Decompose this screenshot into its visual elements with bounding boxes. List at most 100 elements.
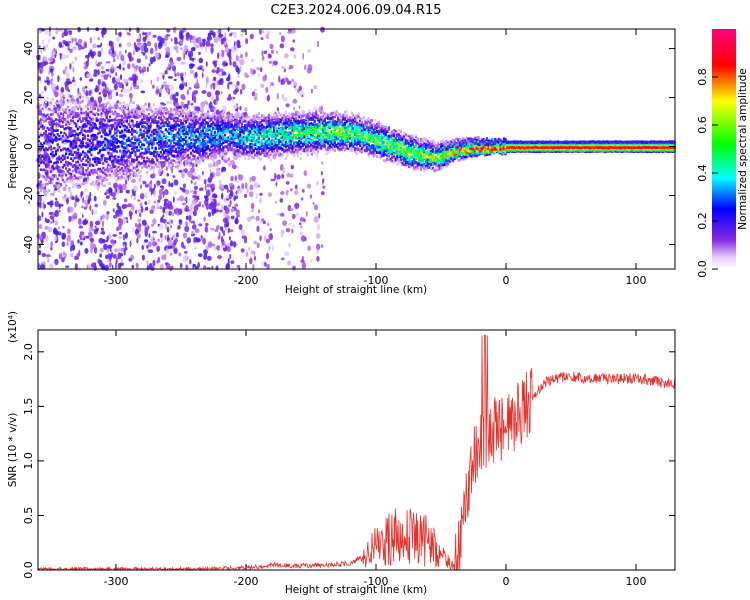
- spectrogram-signal-cell: [276, 115, 279, 119]
- spectrogram-noise-mark: [276, 107, 279, 112]
- spectrogram-noise-mark: [116, 54, 119, 60]
- spectrogram-signal-cell: [114, 118, 117, 121]
- spectrogram-signal-cell: [120, 104, 123, 108]
- spectrogram-signal-cell: [149, 124, 152, 128]
- spectrogram-noise-mark: [260, 37, 264, 41]
- spectrogram-signal-cell: [119, 171, 122, 175]
- spectrogram-noise-mark: [101, 66, 105, 70]
- spectrogram-signal-cell: [278, 123, 281, 127]
- spectrogram-noise-mark: [58, 209, 61, 213]
- spectrogram-noise-mark: [152, 230, 157, 234]
- spectrogram-signal-cell: [168, 121, 171, 124]
- spectrogram-noise-mark: [235, 195, 239, 200]
- spectrogram-noise-mark: [253, 251, 256, 256]
- spectrogram-signal-cell: [115, 150, 118, 153]
- spectrogram-signal-cell: [58, 134, 61, 138]
- spectrogram-signal-cell: [75, 123, 78, 126]
- spectrogram-noise-mark: [194, 57, 196, 61]
- spectrogram-signal-cell: [195, 135, 198, 138]
- spectrogram-noise-mark: [292, 39, 296, 43]
- spectrogram-noise-mark: [169, 84, 175, 91]
- spectrogram-noise-mark: [253, 96, 258, 101]
- spectrogram-signal-cell: [92, 164, 95, 167]
- spectrogram-noise-mark: [298, 105, 301, 109]
- spectrogram-signal-cell: [102, 179, 105, 182]
- spectrogram-signal-cell: [141, 125, 144, 128]
- spectrogram-noise-mark: [285, 190, 289, 196]
- spectrogram-noise-mark: [156, 245, 161, 252]
- spectrogram-signal-cell: [257, 112, 260, 115]
- spectrogram-noise-mark: [299, 231, 303, 236]
- spectrogram-noise-mark: [164, 200, 167, 206]
- spectrogram-noise-mark: [152, 259, 156, 266]
- spectrogram-signal-cell: [53, 133, 56, 137]
- spectrogram-noise-mark: [215, 90, 221, 96]
- spectrogram-signal-cell: [134, 142, 137, 145]
- spectrogram-noise-mark: [191, 199, 197, 206]
- spectrogram-signal-cell: [73, 130, 76, 133]
- spectrogram-noise-mark: [288, 67, 291, 70]
- spectrogram-noise-mark: [107, 90, 110, 94]
- spectrogram-noise-mark: [71, 60, 74, 65]
- spectrogram-noise-mark: [150, 180, 152, 184]
- spectrogram-signal-cell: [54, 136, 58, 139]
- spectrogram-noise-mark: [205, 189, 211, 197]
- spectrogram-noise-mark: [95, 220, 101, 226]
- spectrogram-noise-mark: [85, 89, 89, 97]
- spectrogram-signal-cell: [85, 141, 88, 145]
- spectrogram-signal-cell: [109, 103, 112, 106]
- spectrogram-noise-mark: [77, 87, 80, 95]
- spectrogram-noise-mark: [159, 185, 164, 189]
- spectrogram-noise-mark: [48, 211, 54, 216]
- spectrogram-noise-mark: [232, 61, 237, 68]
- spectrogram-noise-mark: [126, 41, 132, 48]
- spectrogram-noise-mark: [78, 225, 84, 229]
- spectrogram-signal-cell: [156, 159, 159, 162]
- spectrogram-noise-mark: [112, 234, 118, 237]
- spectrogram-signal-cell: [120, 157, 123, 161]
- spectrogram-noise-mark: [116, 100, 120, 104]
- spectrogram-noise-mark: [97, 50, 102, 58]
- spectrogram-noise-mark: [42, 39, 45, 45]
- spectrogram-noise-mark: [57, 75, 60, 83]
- spectrogram-noise-mark: [52, 48, 57, 52]
- spectrogram-noise-mark: [263, 165, 266, 171]
- spectrogram-signal-cell: [98, 103, 101, 106]
- spectrogram-signal-cell: [134, 116, 137, 119]
- spectrogram-signal-cell: [147, 147, 151, 151]
- spectrogram-noise-mark: [138, 177, 142, 183]
- spectrogram-signal-cell: [103, 184, 107, 188]
- spectrogram-noise-mark: [190, 102, 194, 106]
- spectrogram-noise-mark: [301, 94, 304, 98]
- spectrogram-noise-mark: [123, 78, 128, 84]
- spectrogram-noise-mark: [160, 232, 163, 238]
- spectrogram-signal-cell: [43, 126, 46, 129]
- spectrogram-signal-cell: [107, 124, 110, 128]
- spectrogram-signal-cell: [185, 127, 188, 131]
- spectrogram-noise-mark: [99, 253, 102, 258]
- spectrogram-noise-mark: [229, 191, 234, 197]
- spectrogram-noise-mark: [145, 195, 148, 199]
- spectrogram-noise-mark: [144, 239, 149, 243]
- spectrogram-noise-mark: [148, 233, 151, 239]
- spectrogram-noise-mark: [41, 252, 46, 258]
- spectrogram-noise-mark: [68, 30, 73, 36]
- spectrogram-noise-mark: [268, 247, 271, 252]
- spectrogram-noise-mark: [249, 184, 254, 191]
- spectrogram-signal-cell: [154, 146, 157, 150]
- spectrogram-signal-cell: [60, 183, 63, 186]
- spectrogram-signal-cell: [70, 192, 73, 195]
- spectrogram-noise-mark: [146, 260, 149, 266]
- spectrogram-noise-mark: [180, 34, 184, 40]
- spectrogram-noise-mark: [140, 206, 144, 213]
- spectrogram-noise-mark: [154, 52, 159, 59]
- spectrogram-noise-mark: [206, 35, 212, 41]
- spectrogram-noise-mark: [227, 257, 230, 265]
- spectrogram-noise-mark: [235, 65, 239, 73]
- spectrogram-signal-cell: [222, 130, 225, 133]
- spectrogram-signal-cell: [44, 100, 47, 104]
- spectrogram-noise-mark: [89, 197, 92, 202]
- spectrogram-noise-mark: [110, 89, 115, 92]
- spectrogram-noise-mark: [227, 157, 230, 161]
